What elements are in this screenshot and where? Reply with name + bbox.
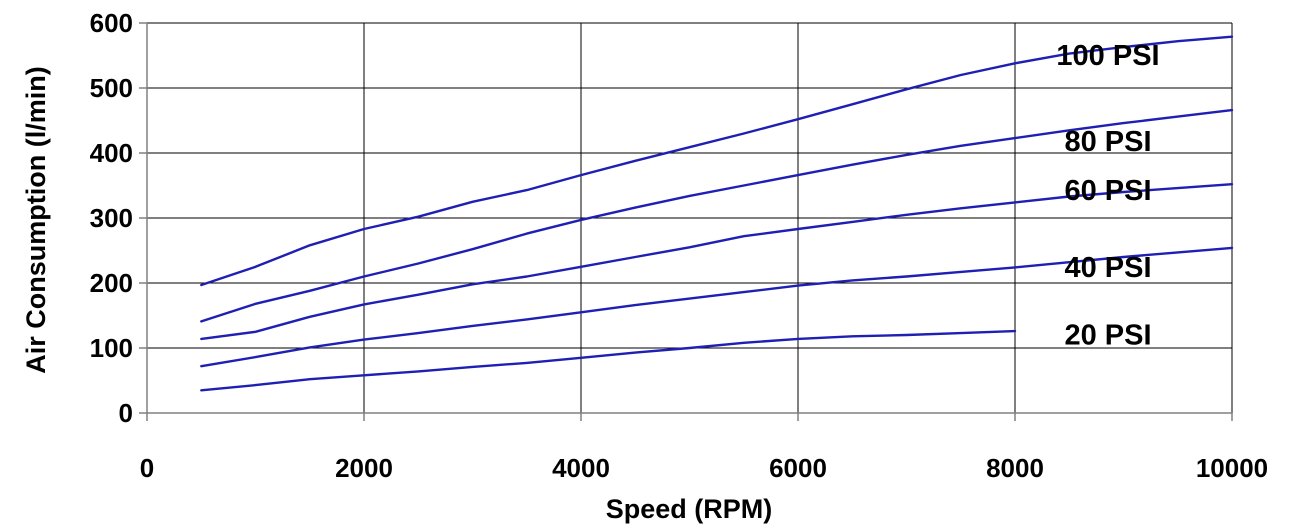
y-tick-label: 600 (90, 8, 133, 38)
x-tick-label: 4000 (552, 453, 610, 483)
series-layer (200, 35, 1234, 392)
x-tick-label: 2000 (335, 453, 393, 483)
series-line-80-psi (200, 108, 1234, 323)
x-tick-label: 6000 (769, 453, 827, 483)
y-tick-label: 300 (90, 203, 133, 233)
series-label-100-psi: 100 PSI (1056, 40, 1159, 72)
grid-layer (147, 22, 1233, 413)
series-line-20-psi (200, 329, 1017, 392)
y-axis-label: Air Consumption (l/min) (21, 66, 51, 373)
series-label-layer: 100 PSI 80 PSI 60 PSI 40 PSI 20 PSI (1056, 40, 1159, 352)
series-label-80-psi: 80 PSI (1064, 126, 1151, 158)
series-label-20-psi: 20 PSI (1064, 320, 1151, 352)
x-tick-label: 0 (140, 453, 154, 483)
y-tick-label: 200 (90, 268, 133, 298)
series-line-100-psi (200, 35, 1234, 287)
y-tick-label: 100 (90, 333, 133, 363)
y-tick-label: 0 (119, 398, 133, 428)
series-line-60-psi (200, 182, 1234, 341)
series-line-40-psi (200, 246, 1234, 368)
y-tick-label: 400 (90, 138, 133, 168)
y-tick-label: 500 (90, 73, 133, 103)
series-label-40-psi: 40 PSI (1064, 252, 1151, 284)
series-label-60-psi: 60 PSI (1064, 175, 1151, 207)
x-axis-label: Speed (RPM) (606, 494, 773, 524)
x-tick-label: 8000 (986, 453, 1044, 483)
x-tick-label: 10000 (1196, 453, 1268, 483)
